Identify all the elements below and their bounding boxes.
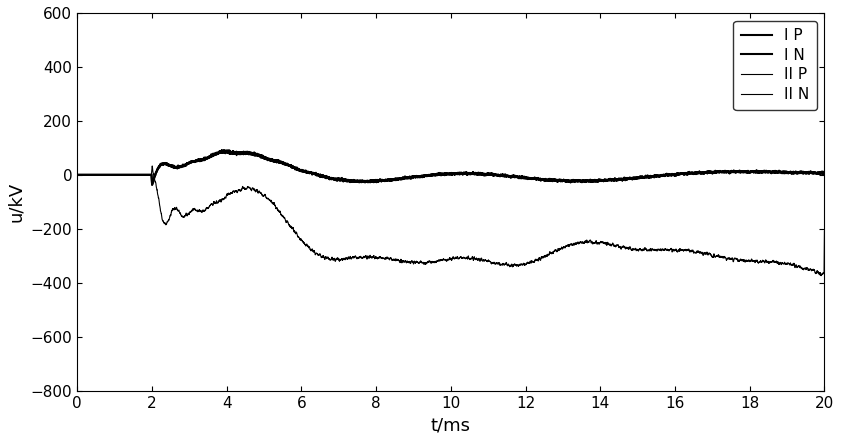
I P <box>819 171 829 176</box>
II P <box>819 171 829 176</box>
I P <box>813 170 823 175</box>
I N <box>147 182 157 187</box>
II P <box>147 181 157 187</box>
Legend: I P, I N, II P, II N: I P, I N, II P, II N <box>733 21 817 110</box>
I P <box>220 147 230 153</box>
I P <box>250 151 260 156</box>
I N <box>819 172 829 177</box>
II N <box>250 187 260 192</box>
I N <box>813 171 823 176</box>
I P <box>407 174 417 179</box>
I P <box>147 182 157 187</box>
II N <box>354 255 364 261</box>
I P <box>246 150 256 156</box>
I P <box>254 153 264 158</box>
Line: II P: II P <box>77 152 824 184</box>
I N <box>220 148 230 153</box>
II N <box>254 189 264 194</box>
II P <box>813 170 823 176</box>
II P <box>354 178 364 183</box>
II N <box>147 163 157 168</box>
Y-axis label: u/kV: u/kV <box>7 182 25 222</box>
I P <box>354 179 364 185</box>
II N <box>816 273 826 278</box>
II N <box>72 172 82 177</box>
I N <box>246 151 256 156</box>
II N <box>246 187 256 192</box>
II P <box>254 153 264 159</box>
I N <box>250 152 260 157</box>
Line: I P: I P <box>77 150 824 185</box>
I N <box>72 172 82 177</box>
II N <box>819 228 829 234</box>
II P <box>72 172 82 177</box>
II P <box>250 153 260 159</box>
II P <box>214 149 225 155</box>
II N <box>407 258 417 264</box>
I P <box>72 172 82 177</box>
II P <box>407 175 417 180</box>
Line: II N: II N <box>77 166 824 276</box>
II N <box>813 269 823 275</box>
Line: I N: I N <box>77 150 824 184</box>
II P <box>246 152 256 157</box>
I N <box>407 174 417 179</box>
I N <box>354 179 364 184</box>
I N <box>254 153 264 158</box>
X-axis label: t/ms: t/ms <box>431 416 471 434</box>
